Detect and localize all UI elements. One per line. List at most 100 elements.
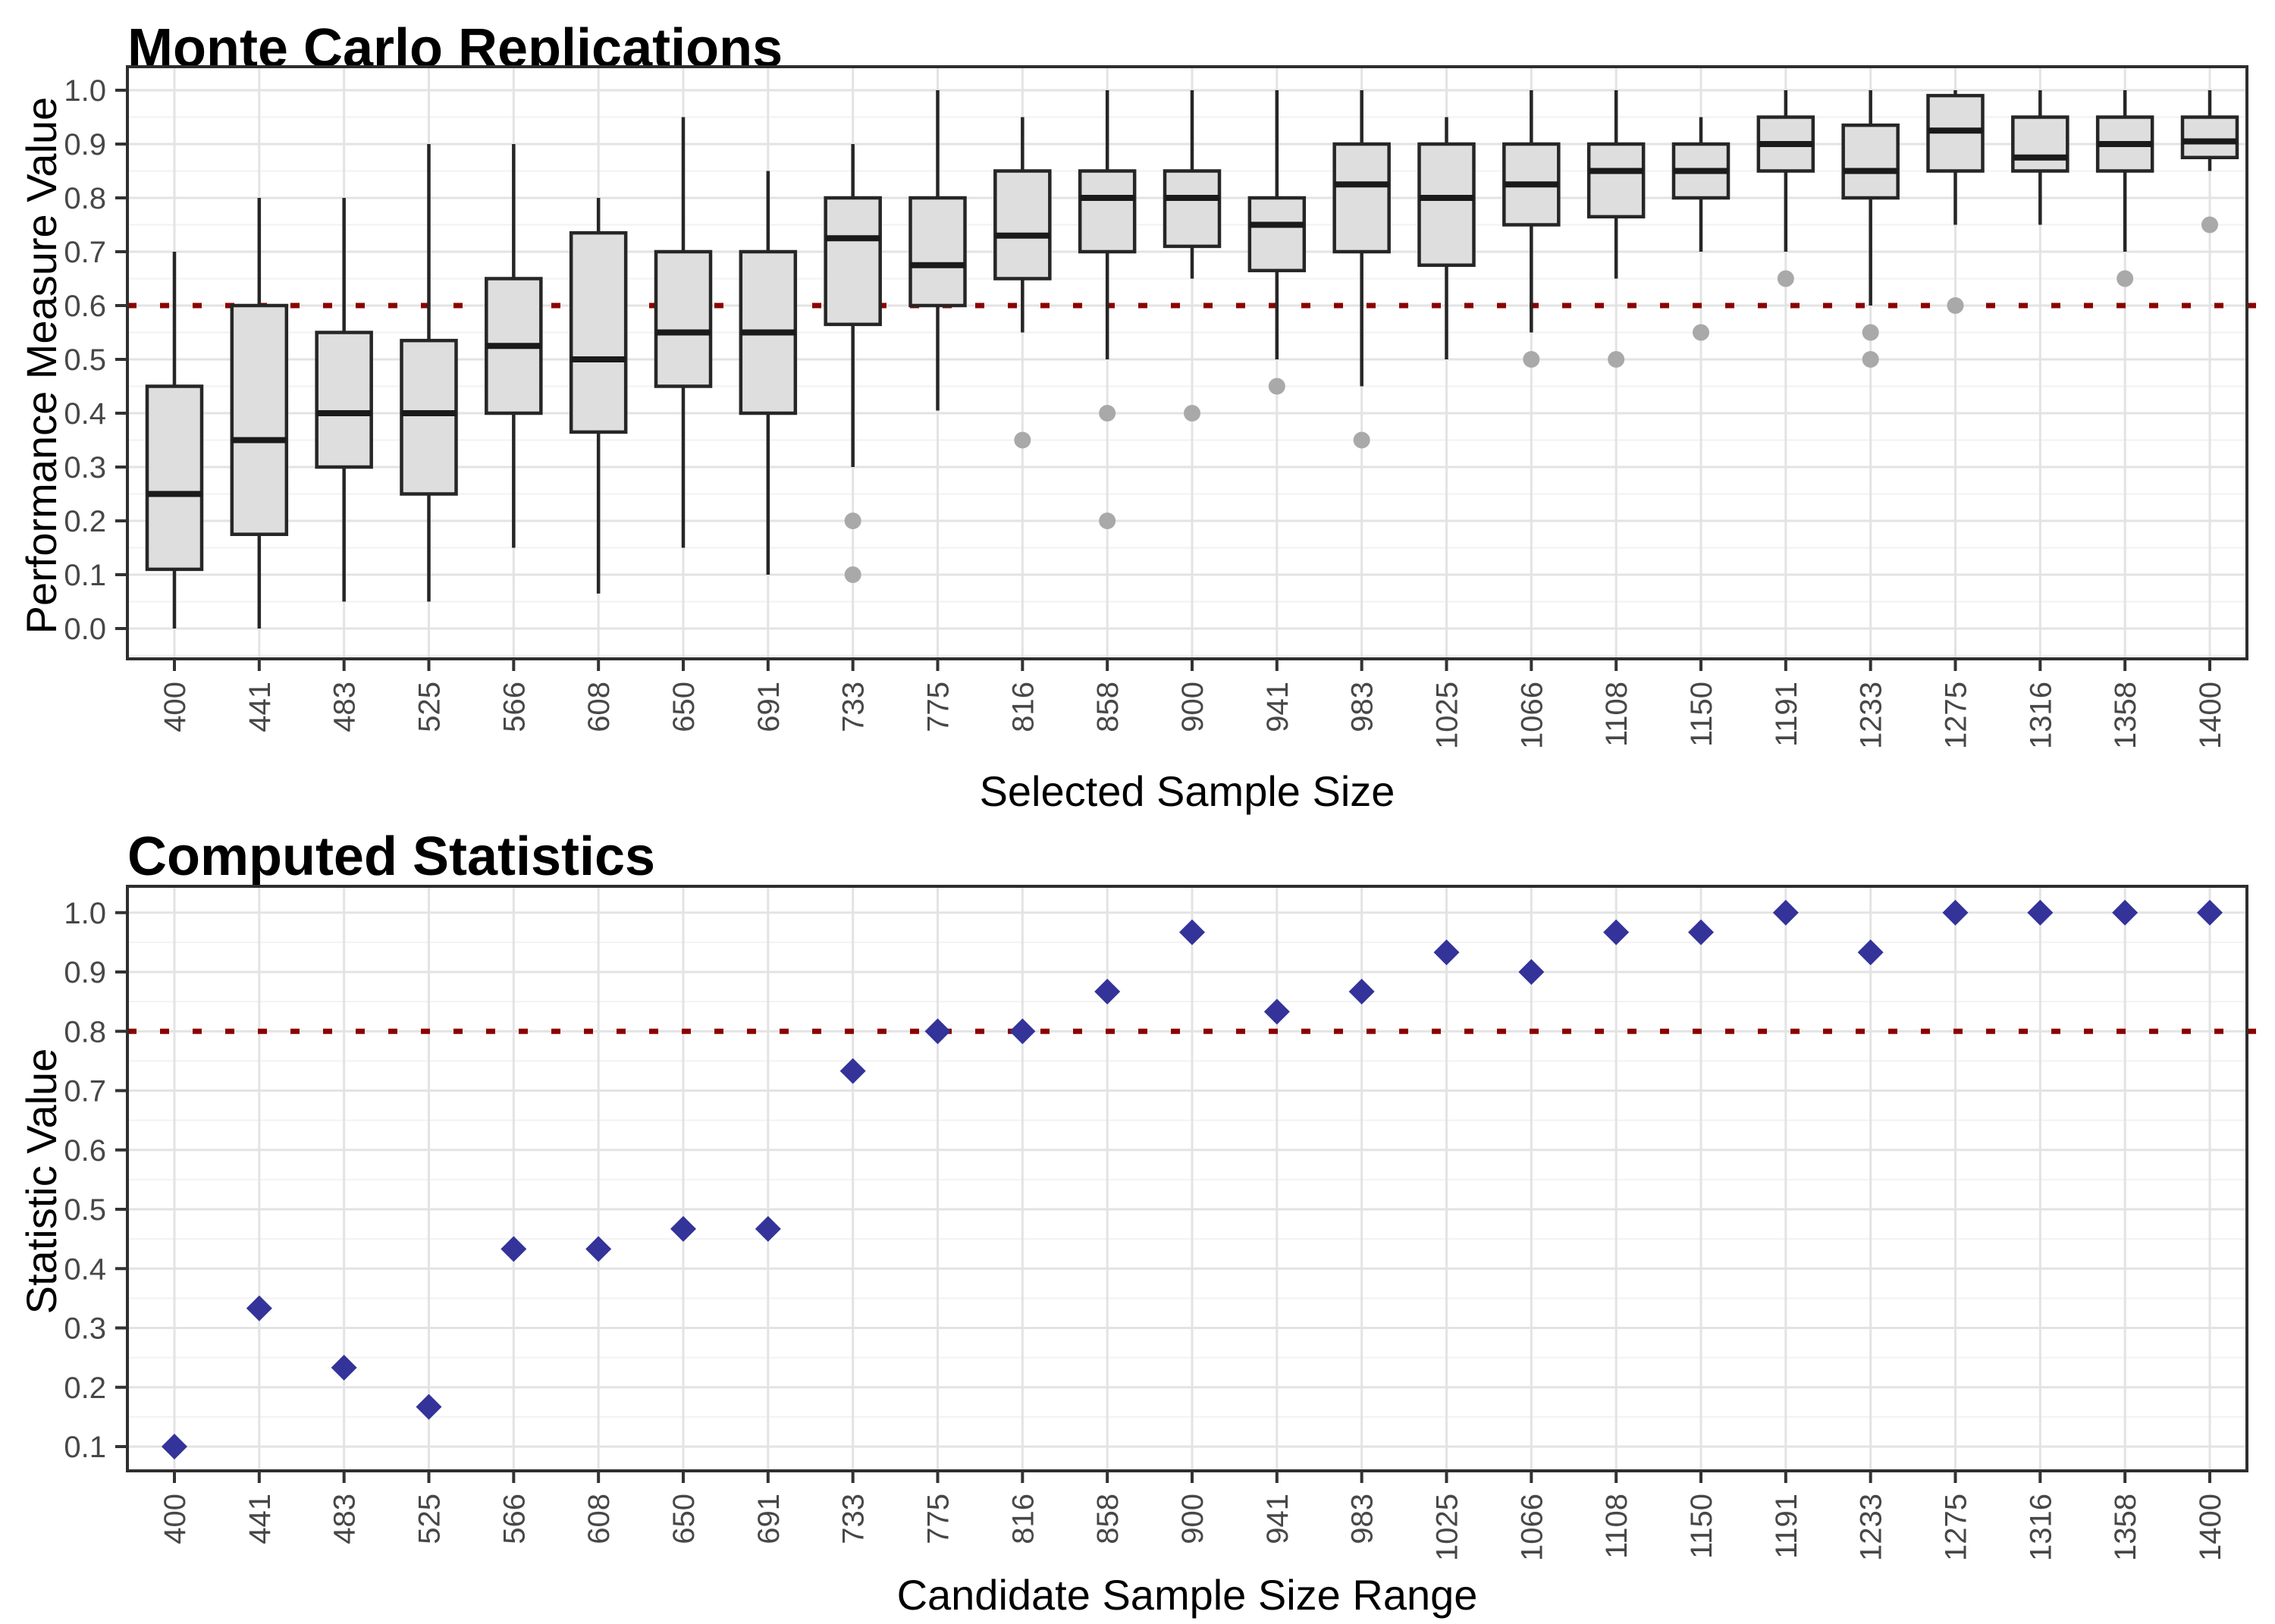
chart2-x-axis-title: Candidate Sample Size Range	[896, 1571, 1478, 1619]
y-tick-label: 0.7	[64, 236, 106, 269]
outlier-point	[1693, 324, 1709, 341]
x-tick-label: 441	[243, 1494, 277, 1544]
scatter-point-983	[1348, 978, 1375, 1005]
y-tick-label: 0.8	[64, 1015, 106, 1049]
outlier-point	[1353, 431, 1370, 449]
y-tick-label: 0.0	[64, 613, 106, 646]
outlier-point	[844, 566, 861, 583]
box-iqr	[824, 196, 882, 327]
x-tick-label: 900	[1176, 682, 1210, 732]
box-iqr	[400, 338, 458, 496]
outlier-point	[1777, 270, 1794, 287]
x-tick-label: 858	[1091, 1494, 1125, 1544]
x-tick-label: 1400	[2194, 682, 2227, 749]
y-tick-label: 0.1	[64, 1431, 106, 1464]
boxplot-608	[569, 198, 628, 594]
x-tick-label: 1191	[1770, 1494, 1803, 1559]
y-tick-label: 1.0	[64, 74, 106, 108]
x-tick-label: 775	[922, 1494, 956, 1544]
boxplot-983	[1332, 90, 1391, 449]
x-tick-label: 650	[667, 682, 701, 732]
x-tick-label: 1233	[1855, 682, 1888, 749]
x-tick-label: 1108	[1600, 1494, 1633, 1559]
scatter-point-483	[331, 1354, 357, 1381]
scatter-point-1233	[1857, 939, 1884, 966]
boxplot-900	[1163, 90, 1222, 422]
computed-statistics-scatter-chart: 0.1 0.2 0.3 0.4 0.5 0.6 0.7 0.8 0.9 1.0 400 441 483 5…	[64, 885, 2266, 1561]
box-iqr	[1247, 196, 1307, 273]
box-iqr	[654, 249, 713, 388]
y-tick-label: 1.0	[64, 897, 106, 930]
x-tick-label: 941	[1261, 1494, 1294, 1544]
x-tick-label: 1358	[2109, 682, 2142, 749]
x-tick-label: 441	[243, 682, 277, 732]
scatter-point-441	[246, 1295, 272, 1321]
y-tick-label: 0.6	[64, 290, 106, 323]
x-tick-label: 566	[497, 1494, 531, 1544]
x-tick-label: 1358	[2109, 1494, 2142, 1561]
outlier-point	[1862, 324, 1879, 341]
boxplot-816	[993, 117, 1052, 449]
box-iqr	[908, 196, 967, 308]
x-tick-label: 400	[158, 682, 192, 732]
boxplot-525	[400, 144, 458, 602]
scatter-point-1025	[1433, 939, 1460, 966]
scatter-point-691	[755, 1215, 781, 1242]
y-tick-label: 0.9	[64, 128, 106, 161]
x-tick-label: 775	[922, 682, 956, 732]
x-tick-label: 483	[328, 1494, 362, 1544]
box-iqr	[1417, 142, 1476, 267]
box-iqr	[2180, 115, 2239, 159]
x-tick-label: 525	[413, 1494, 447, 1544]
panel-border	[126, 65, 2248, 660]
y-tick-label: 0.3	[64, 451, 106, 484]
outlier-point	[1862, 351, 1879, 368]
y-tick-label: 0.9	[64, 956, 106, 989]
x-tick-label: 608	[582, 682, 616, 732]
boxplot-1108	[1586, 90, 1646, 368]
y-tick-label: 0.2	[64, 1372, 106, 1405]
outlier-point	[2117, 270, 2134, 287]
x-tick-label: 983	[1346, 1494, 1379, 1544]
boxplot-941	[1247, 90, 1307, 395]
monte-carlo-boxplot-chart: 0.0 0.1 0.2 0.3 0.4 0.5 0.6 0.7 0.8 0.9 1.0 400 441 4…	[64, 65, 2266, 749]
x-tick-label: 816	[1006, 682, 1040, 732]
boxplot-441	[230, 198, 289, 629]
box-iqr	[569, 230, 628, 434]
boxplot-775	[908, 90, 967, 411]
x-tick-label: 941	[1261, 682, 1294, 732]
y-tick-label: 0.4	[64, 397, 106, 431]
box-iqr	[145, 384, 204, 572]
box-iqr	[2011, 115, 2069, 173]
scatter-point-1316	[2027, 899, 2054, 926]
boxplot-566	[485, 144, 543, 548]
x-tick-label: 1233	[1855, 1494, 1888, 1561]
scatter-point-1275	[1942, 899, 1969, 926]
y-tick-label: 0.3	[64, 1312, 106, 1346]
panel-background	[127, 886, 2247, 1471]
box-iqr	[1332, 142, 1391, 254]
chart1-x-axis-title: Selected Sample Size	[979, 767, 1395, 815]
x-tick-label: 1191	[1770, 682, 1803, 747]
y-tick-label: 0.7	[64, 1075, 106, 1108]
boxplot-1316	[2011, 90, 2069, 225]
scatter-point-650	[670, 1215, 696, 1242]
scatter-point-1066	[1518, 959, 1545, 985]
x-tick-label: 1316	[2024, 682, 2057, 749]
y-tick-label: 0.8	[64, 182, 106, 215]
panel-border	[126, 885, 2248, 1472]
x-tick-label: 1025	[1431, 1494, 1464, 1561]
box-iqr	[315, 331, 373, 469]
scatter-point-1150	[1688, 919, 1714, 945]
boxplot-1150	[1671, 117, 1731, 341]
boxplot-858	[1078, 90, 1137, 529]
scatter-point-816	[1009, 1018, 1036, 1045]
scatter-point-566	[500, 1236, 527, 1262]
scatter-point-1358	[2112, 899, 2138, 926]
y-tick-label: 0.5	[64, 343, 106, 377]
scatter-point-941	[1263, 999, 1290, 1025]
boxplot-483	[315, 198, 373, 602]
box-iqr	[1586, 142, 1646, 219]
boxplot-1358	[2095, 90, 2154, 287]
